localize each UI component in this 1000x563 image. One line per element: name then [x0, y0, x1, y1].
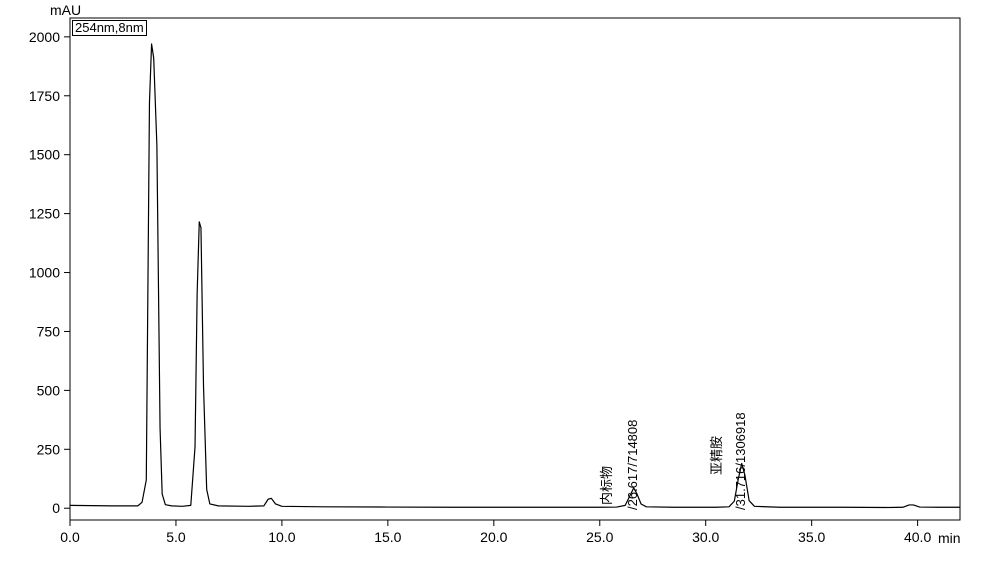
svg-text:40.0: 40.0	[904, 529, 931, 545]
peak-label-rt-area-2: /31.716/1306918	[733, 413, 748, 511]
svg-text:30.0: 30.0	[692, 529, 719, 545]
svg-text:0: 0	[52, 500, 60, 516]
peak-label-spermidine: 亚精胺	[706, 436, 725, 475]
svg-text:1750: 1750	[29, 88, 60, 104]
y-axis-label: mAU	[50, 2, 81, 18]
svg-text:0.0: 0.0	[60, 529, 80, 545]
svg-text:750: 750	[37, 323, 61, 339]
peak-label-rt-area-1: /26.617/714808	[625, 420, 640, 510]
svg-text:250: 250	[37, 441, 61, 457]
peak-label-internal-standard: 内标物	[596, 466, 615, 505]
svg-text:5.0: 5.0	[166, 529, 186, 545]
detector-annotation: 254nm,8nm	[72, 20, 147, 36]
chromatogram-chart: 0.0 5.0 10.0 15.0 20.0 25.0 30.0 35.0 40.0 0 250 50…	[0, 0, 1000, 563]
svg-text:1250: 1250	[29, 206, 60, 222]
svg-text:1500: 1500	[29, 147, 60, 163]
x-axis-label: min	[938, 530, 961, 546]
svg-text:500: 500	[37, 382, 61, 398]
svg-text:15.0: 15.0	[374, 529, 401, 545]
svg-text:35.0: 35.0	[798, 529, 825, 545]
chromatogram-svg: 0.0 5.0 10.0 15.0 20.0 25.0 30.0 35.0 40.0 0 250 50…	[0, 0, 1000, 563]
svg-text:25.0: 25.0	[586, 529, 613, 545]
svg-text:1000: 1000	[29, 265, 60, 281]
svg-text:2000: 2000	[29, 29, 60, 45]
svg-text:20.0: 20.0	[480, 529, 507, 545]
svg-text:10.0: 10.0	[268, 529, 295, 545]
